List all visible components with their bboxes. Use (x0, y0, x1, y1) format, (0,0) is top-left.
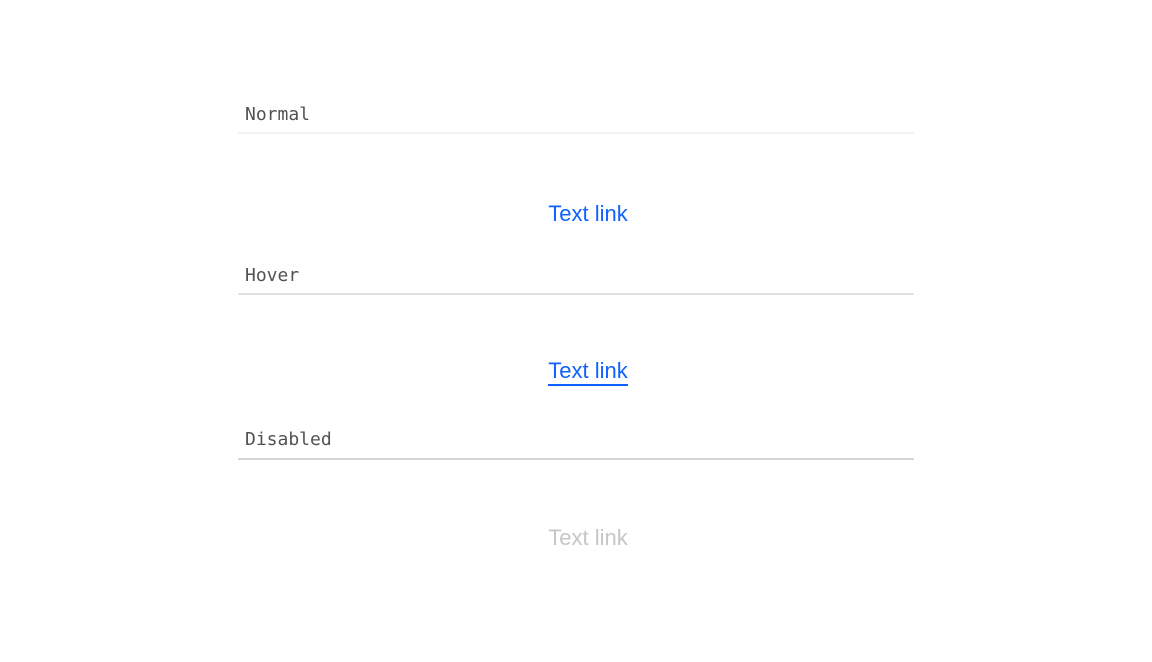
divider (238, 458, 914, 460)
state-label-hover: Hover (245, 265, 300, 286)
text-link-hover[interactable]: Text link (548, 358, 628, 386)
text-link-hover-container: Text link (0, 358, 1152, 386)
text-link-normal[interactable]: Text link (548, 201, 628, 226)
state-label-normal: Normal (245, 104, 311, 125)
text-link-normal-container: Text link (0, 201, 1152, 227)
divider (238, 293, 914, 295)
divider (238, 132, 914, 134)
text-link-disabled-container: Text link (0, 525, 1152, 551)
text-link-disabled: Text link (548, 525, 628, 550)
state-label-disabled: Disabled (245, 429, 332, 450)
